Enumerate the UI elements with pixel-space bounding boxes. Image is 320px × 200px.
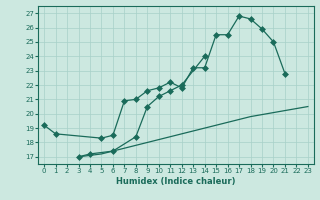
X-axis label: Humidex (Indice chaleur): Humidex (Indice chaleur) [116, 177, 236, 186]
